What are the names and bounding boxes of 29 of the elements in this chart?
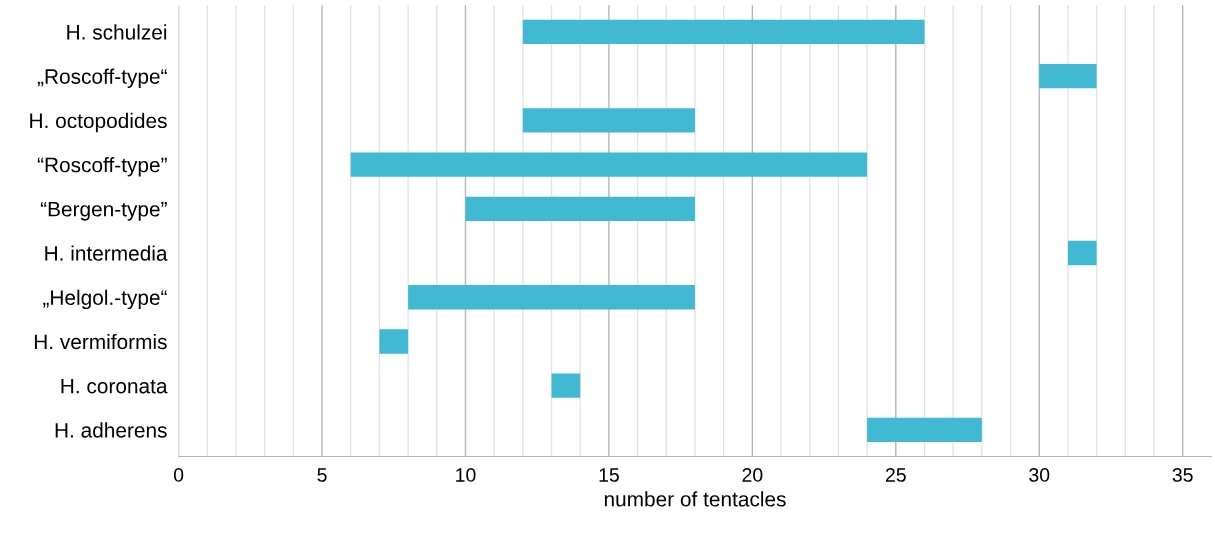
y-tick-label: “Roscoff-type”: [37, 157, 167, 177]
x-tick-label: 30: [1029, 468, 1050, 482]
bar: [379, 329, 409, 354]
bar: [408, 285, 695, 310]
bar: [1039, 63, 1097, 89]
y-tick-label: „Helgol.-type“: [43, 289, 167, 310]
bar: [465, 196, 695, 221]
x-tick-label: 15: [599, 468, 619, 482]
bar: [1067, 240, 1097, 266]
bar: [551, 373, 581, 398]
y-tick-label: H. schulzei: [67, 24, 167, 40]
bar: [867, 417, 982, 443]
y-tick-label: H. vermiformis: [34, 333, 167, 350]
x-tick-label: 25: [885, 468, 906, 482]
x-tick-label: 35: [1172, 468, 1193, 482]
y-tick-label: H. octopodides: [30, 112, 167, 133]
y-tick-label: H. coronata: [61, 378, 168, 394]
y-tick-label: “Bergen-type”: [40, 202, 167, 221]
x-tick-label: 10: [456, 468, 476, 482]
x-tick-label: 0: [173, 468, 184, 482]
y-tick-label: H. adherens: [55, 422, 167, 438]
x-axis-title: number of tentacles: [604, 491, 786, 507]
y-tick-label: H. intermedia: [45, 245, 168, 261]
x-tick-label: 20: [742, 468, 763, 482]
bar: [522, 108, 695, 133]
y-tick-label: „Roscoff-type“: [37, 68, 167, 88]
bar: [350, 152, 868, 177]
bar: [522, 19, 925, 45]
x-tick-label: 5: [317, 468, 327, 482]
